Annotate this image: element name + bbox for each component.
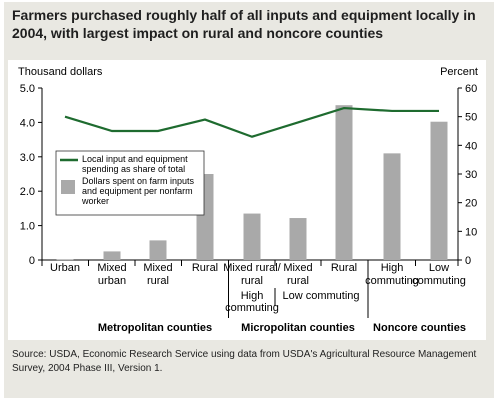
category-label: commuting	[412, 275, 466, 287]
category-label: Mixed	[97, 262, 126, 274]
legend-label: worker	[81, 196, 109, 206]
left-tick-label: 0	[29, 255, 35, 267]
source-note: Source: USDA, Economic Research Service …	[12, 349, 477, 374]
right-tick-label: 20	[465, 198, 477, 210]
bar	[335, 105, 353, 260]
category-label: Rural	[331, 262, 357, 274]
chart-title: Farmers purchased roughly half of all in…	[12, 7, 476, 41]
sub-label: Low commuting	[282, 290, 359, 302]
left-tick-label: 4.0	[20, 117, 35, 129]
right-tick-label: 50	[465, 112, 477, 124]
legend-label: and equipment per nonfarm	[82, 186, 193, 196]
right-axis-label: Percent	[440, 66, 478, 78]
legend-label: spending as share of total	[82, 164, 185, 174]
sub-label: High	[241, 290, 264, 302]
category-label: urban	[98, 275, 126, 287]
sub-label: commuting	[225, 302, 279, 314]
left-tick-label: 3.0	[20, 152, 35, 164]
category-label: commuting	[365, 275, 419, 287]
category-label: Mixed	[283, 262, 312, 274]
group-label: Micropolitan counties	[241, 322, 355, 334]
category-label: rural	[147, 275, 169, 287]
group-label: Noncore counties	[373, 322, 466, 334]
category-label: rural	[287, 275, 309, 287]
bar	[383, 153, 401, 260]
left-tick-label: 1.0	[20, 221, 35, 233]
legend-bar-swatch	[61, 180, 75, 194]
bar	[103, 251, 121, 260]
left-axis-label: Thousand dollars	[18, 66, 103, 78]
category-label: Mixed	[143, 262, 172, 274]
bar	[430, 121, 448, 260]
bar	[289, 218, 307, 260]
legend-box	[55, 150, 205, 216]
right-tick-label: 40	[465, 140, 477, 152]
right-tick-label: 60	[465, 83, 477, 95]
right-tick-label: 30	[465, 169, 477, 181]
bar	[149, 240, 167, 260]
category-label: High	[381, 262, 404, 274]
line-series	[64, 106, 439, 138]
category-label: Urban	[50, 262, 80, 274]
left-tick-label: 2.0	[20, 186, 35, 198]
bar	[56, 259, 74, 261]
right-tick-label: 0	[465, 255, 471, 267]
group-label: Metropolitan counties	[98, 322, 212, 334]
category-label: Rural	[192, 262, 218, 274]
bar	[243, 213, 261, 260]
legend-label: Local input and equipment	[82, 154, 188, 164]
category-label: rural	[241, 275, 263, 287]
category-label: Mixed rural/	[223, 262, 281, 274]
left-tick-label: 5.0	[20, 83, 35, 95]
right-tick-label: 10	[465, 226, 477, 238]
category-label: Low	[429, 262, 449, 274]
legend-label: Dollars spent on farm inputs	[82, 176, 195, 186]
